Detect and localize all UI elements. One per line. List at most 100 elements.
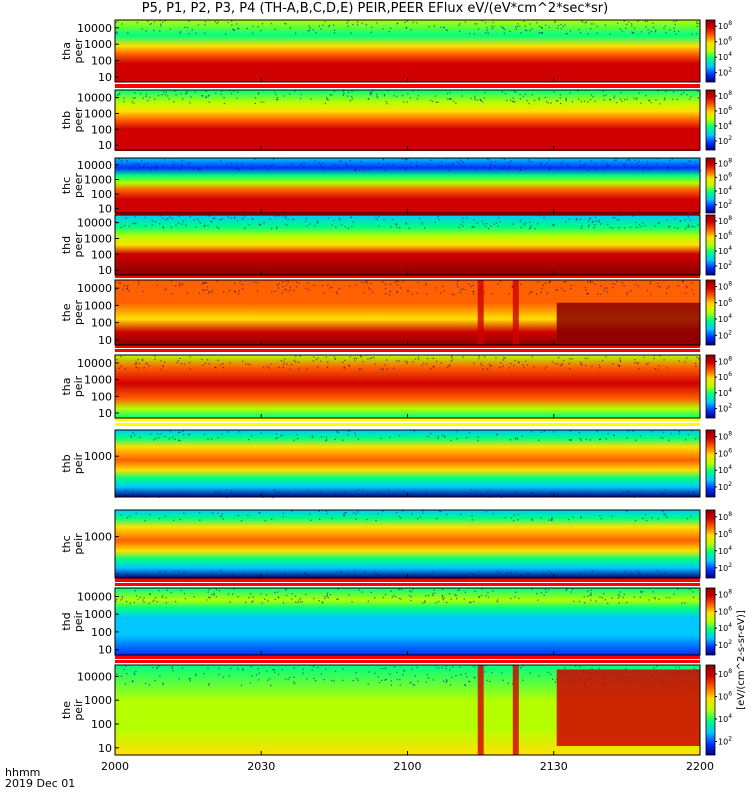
noise-dot — [557, 363, 559, 365]
noise-dot — [284, 217, 287, 219]
noise-dot — [382, 28, 384, 30]
noise-dot — [312, 665, 315, 667]
noise-dot — [504, 28, 506, 30]
noise-dot — [531, 28, 533, 30]
noise-dot — [548, 159, 550, 161]
noise-dot — [189, 356, 191, 358]
noise-dot — [395, 223, 398, 225]
noise-dot — [170, 280, 172, 282]
noise-dot — [499, 366, 501, 368]
noise-dot — [118, 93, 120, 96]
noise-dot — [612, 217, 614, 219]
noise-dot — [182, 430, 184, 432]
noise-dot — [319, 518, 321, 520]
noise-dot — [692, 591, 694, 593]
noise-dot — [615, 101, 618, 104]
noise-dot — [293, 667, 295, 669]
noise-dot — [231, 24, 233, 26]
noise-dot — [563, 360, 565, 362]
noise-dot — [345, 490, 347, 492]
noise-dot — [218, 673, 220, 676]
noise-dot — [481, 588, 483, 590]
noise-dot — [383, 159, 385, 161]
noise-dot — [165, 288, 167, 290]
noise-dot — [465, 289, 467, 291]
noise-dot — [336, 293, 338, 295]
noise-dot — [476, 490, 478, 492]
noise-dot — [471, 226, 473, 228]
noise-dot — [640, 225, 642, 228]
noise-dot — [270, 684, 272, 687]
noise-dot — [139, 596, 141, 598]
noise-dot — [637, 285, 640, 287]
noise-dot — [244, 601, 247, 604]
noise-dot — [235, 492, 238, 494]
noise-dot — [639, 572, 641, 574]
noise-dot — [315, 32, 317, 34]
noise-dot — [199, 576, 201, 578]
noise-dot — [697, 23, 700, 25]
noise-dot — [437, 667, 439, 669]
noise-dot — [383, 219, 385, 221]
noise-dot — [516, 438, 519, 440]
noise-dot — [233, 217, 236, 219]
y-tick-label: 1000 — [84, 174, 112, 187]
noise-dot — [417, 518, 419, 520]
noise-dot — [531, 355, 534, 358]
noise-dot — [656, 158, 659, 160]
noise-dot — [300, 93, 302, 96]
noise-dot — [697, 97, 699, 99]
noise-dot — [589, 99, 592, 101]
noise-dot — [196, 218, 199, 220]
noise-dot — [153, 29, 155, 32]
noise-dot — [246, 27, 248, 30]
noise-dot — [308, 288, 310, 291]
noise-dot — [531, 519, 533, 521]
noise-dot — [421, 364, 423, 367]
noise-dot — [134, 363, 136, 365]
noise-dot — [472, 290, 474, 293]
noise-dot — [503, 158, 506, 161]
noise-dot — [525, 360, 527, 362]
noise-dot — [414, 358, 417, 360]
noise-dot — [508, 293, 510, 295]
noise-dot — [274, 215, 277, 217]
noise-dot — [130, 435, 132, 437]
noise-dot — [289, 676, 291, 679]
noise-dot — [603, 289, 605, 292]
noise-dot — [628, 491, 630, 493]
noise-dot — [291, 598, 293, 600]
noise-dot — [158, 665, 160, 667]
noise-dot — [165, 602, 167, 604]
noise-dot — [149, 23, 151, 25]
noise-dot — [646, 20, 648, 22]
noise-dot — [252, 218, 254, 220]
noise-dot — [412, 588, 414, 591]
noise-dot — [344, 514, 346, 516]
noise-dot — [591, 668, 593, 670]
noise-dot — [696, 22, 698, 25]
noise-dot — [229, 601, 231, 603]
noise-dot — [133, 164, 135, 166]
noise-dot — [244, 494, 246, 496]
panel-label-product: peir — [72, 375, 85, 397]
noise-dot — [320, 491, 322, 494]
panel-label-product: peer — [72, 300, 85, 326]
y-tick-label: 10 — [98, 407, 112, 420]
noise-dot — [188, 433, 190, 435]
noise-dot — [598, 364, 600, 366]
noise-dot — [171, 666, 173, 668]
noise-dot — [275, 491, 278, 493]
noise-dot — [364, 281, 366, 283]
noise-dot — [513, 101, 515, 103]
noise-dot — [678, 30, 680, 33]
noise-dot — [385, 678, 387, 681]
noise-dot — [394, 282, 396, 284]
noise-dot — [589, 594, 591, 596]
noise-dot — [494, 165, 496, 167]
noise-dot — [354, 432, 356, 434]
noise-dot — [266, 366, 269, 368]
noise-dot — [693, 293, 695, 295]
noise-dot — [696, 25, 698, 28]
noise-dot — [483, 356, 486, 358]
